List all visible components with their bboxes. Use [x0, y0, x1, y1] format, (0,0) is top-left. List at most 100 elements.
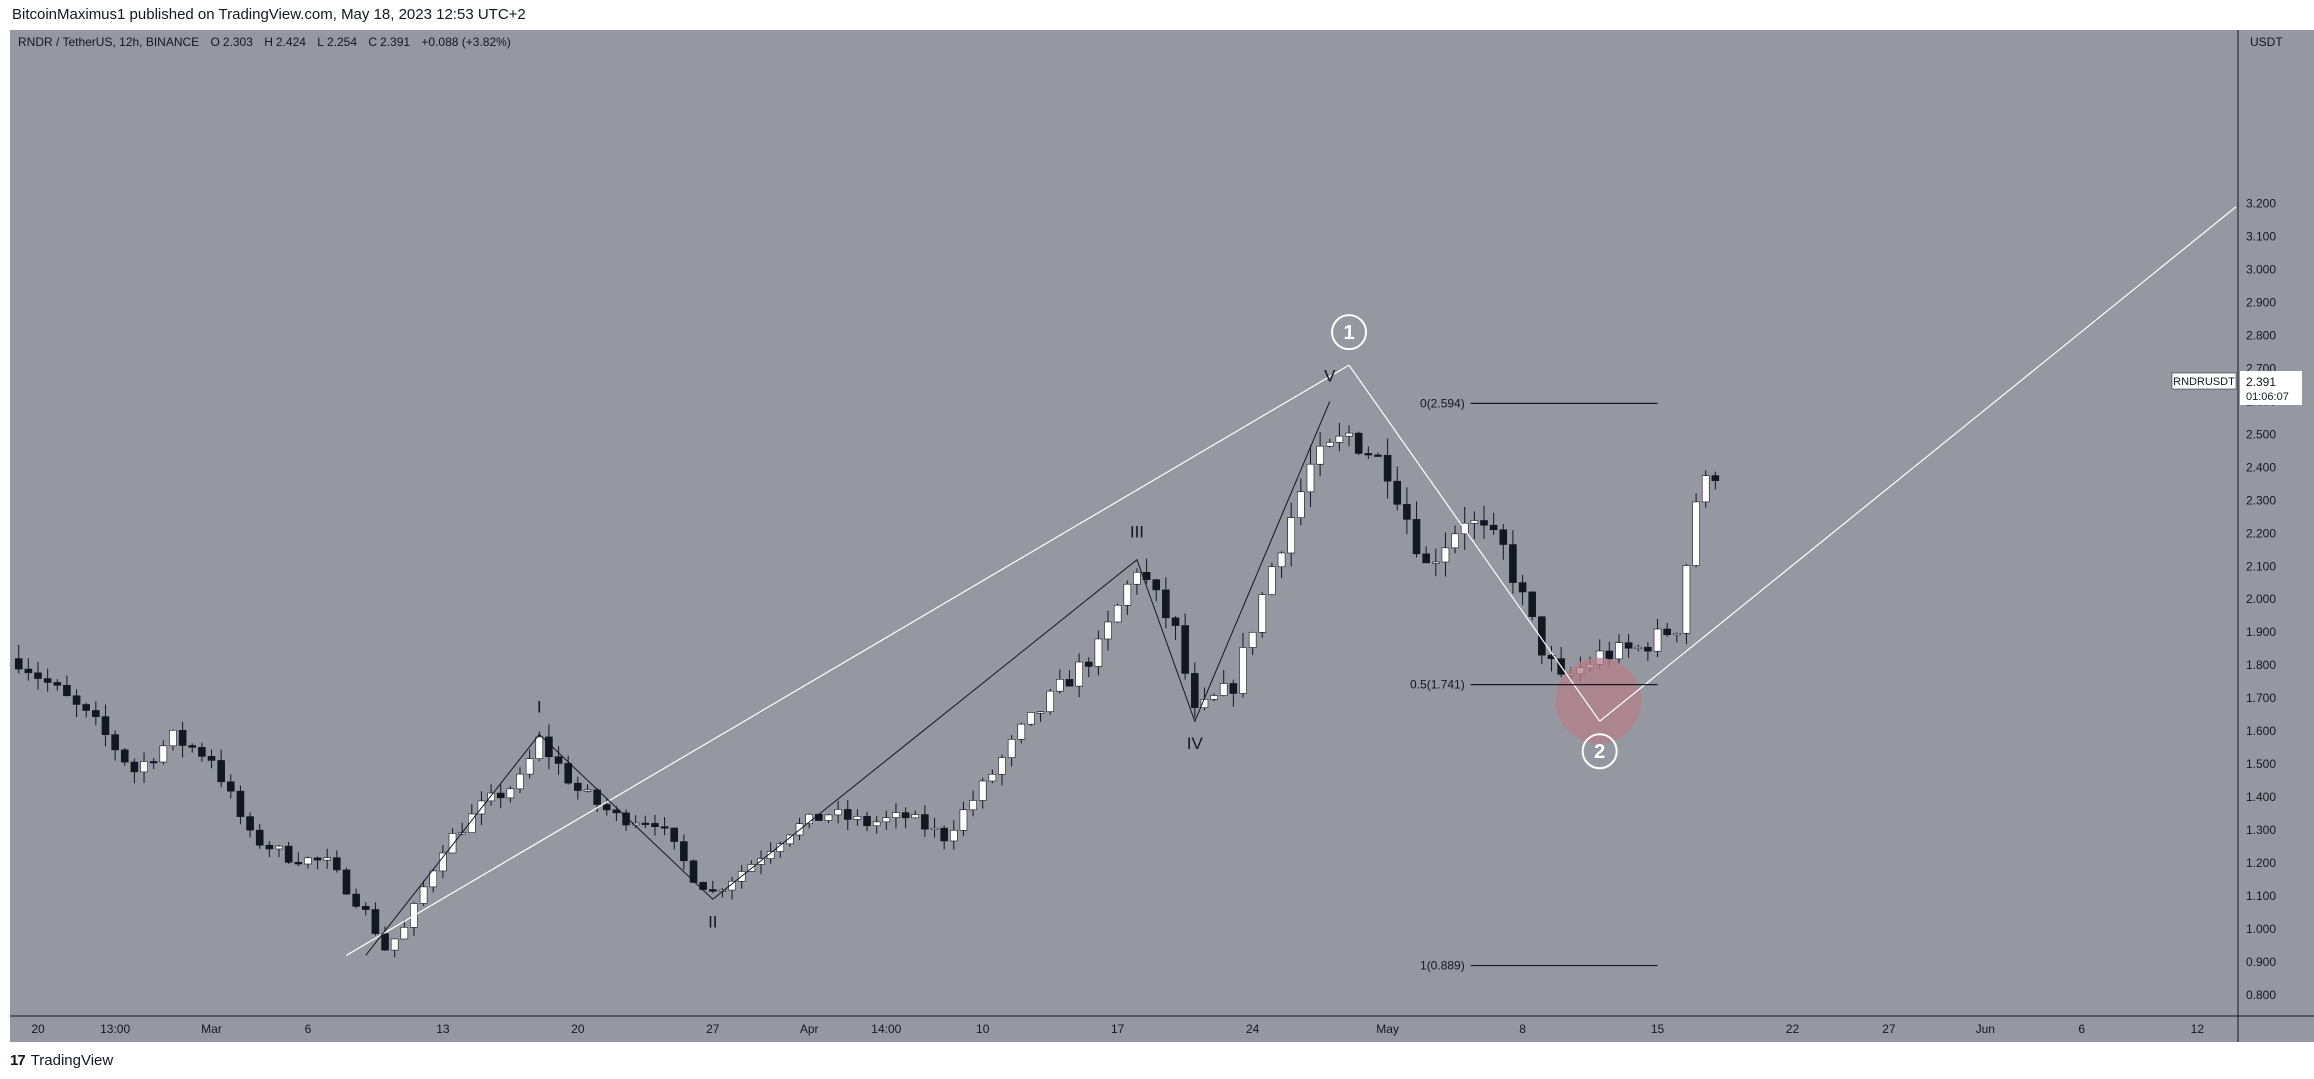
- bear-candle[interactable]: [101, 716, 110, 735]
- bear-candle[interactable]: [1489, 524, 1498, 531]
- bull-candle[interactable]: [275, 845, 283, 850]
- bear-candle[interactable]: [1422, 553, 1430, 564]
- bear-candle[interactable]: [188, 745, 197, 748]
- bull-candle[interactable]: [487, 792, 495, 802]
- bear-candle[interactable]: [602, 804, 611, 811]
- bull-candle[interactable]: [400, 927, 409, 940]
- bear-candle[interactable]: [1711, 475, 1720, 482]
- bull-candle[interactable]: [1268, 566, 1276, 595]
- bull-candle[interactable]: [998, 757, 1006, 775]
- bear-candle[interactable]: [352, 893, 360, 907]
- bull-candle[interactable]: [728, 880, 736, 891]
- bear-candle[interactable]: [14, 658, 23, 670]
- wave-3-projection-line[interactable]: [1599, 206, 2237, 722]
- bull-candle[interactable]: [1133, 572, 1141, 585]
- bull-candle[interactable]: [1007, 739, 1016, 758]
- bull-candle[interactable]: [140, 761, 148, 773]
- bear-candle[interactable]: [313, 857, 322, 861]
- bull-candle[interactable]: [429, 870, 438, 888]
- bull-candle[interactable]: [583, 789, 592, 792]
- bear-candle[interactable]: [1663, 628, 1671, 636]
- bear-candle[interactable]: [708, 889, 717, 892]
- bear-candle[interactable]: [92, 710, 100, 717]
- bear-candle[interactable]: [371, 909, 380, 934]
- bear-candle[interactable]: [130, 761, 139, 773]
- bull-candle[interactable]: [949, 829, 958, 842]
- last-price-label[interactable]: RNDRUSDT 2.391 01:06:07: [2171, 371, 2302, 405]
- bear-candle[interactable]: [1605, 650, 1614, 660]
- bear-candle[interactable]: [921, 814, 929, 830]
- bull-candle[interactable]: [525, 758, 534, 775]
- bull-candle[interactable]: [988, 773, 997, 782]
- bear-candle[interactable]: [1499, 529, 1508, 545]
- bear-candle[interactable]: [333, 857, 341, 871]
- bull-candle[interactable]: [323, 857, 332, 861]
- bull-candle[interactable]: [448, 833, 457, 854]
- bull-candle[interactable]: [1673, 632, 1681, 636]
- bull-candle[interactable]: [786, 834, 794, 845]
- bull-candle[interactable]: [1210, 695, 1218, 700]
- bear-candle[interactable]: [1412, 519, 1421, 555]
- bear-candle[interactable]: [1354, 432, 1363, 454]
- bear-candle[interactable]: [554, 756, 563, 764]
- bear-candle[interactable]: [1403, 504, 1411, 520]
- bear-candle[interactable]: [689, 860, 698, 883]
- bear-candle[interactable]: [1538, 616, 1546, 656]
- bear-candle[interactable]: [43, 678, 52, 683]
- bull-candle[interactable]: [959, 809, 968, 831]
- bear-candle[interactable]: [1383, 454, 1392, 482]
- bull-candle[interactable]: [506, 788, 515, 799]
- bull-candle[interactable]: [1094, 638, 1103, 667]
- bull-candle[interactable]: [1036, 711, 1045, 714]
- bear-candle[interactable]: [361, 906, 370, 910]
- bear-candle[interactable]: [651, 823, 659, 827]
- bear-candle[interactable]: [34, 672, 42, 679]
- bull-candle[interactable]: [1277, 552, 1286, 568]
- bull-candle[interactable]: [304, 857, 312, 865]
- bear-candle[interactable]: [641, 822, 650, 825]
- bull-candle[interactable]: [978, 780, 987, 801]
- bull-candle[interactable]: [1470, 520, 1479, 524]
- bear-candle[interactable]: [1229, 683, 1238, 694]
- bear-candle[interactable]: [255, 829, 264, 846]
- bull-candle[interactable]: [169, 729, 177, 747]
- bear-candle[interactable]: [815, 813, 823, 821]
- bear-candle[interactable]: [1364, 453, 1373, 456]
- bull-candle[interactable]: [969, 800, 977, 811]
- bull-candle[interactable]: [390, 938, 399, 951]
- bull-candle[interactable]: [1316, 445, 1324, 465]
- bear-candle[interactable]: [901, 812, 910, 819]
- bull-candle[interactable]: [824, 814, 833, 821]
- bull-candle[interactable]: [1248, 632, 1257, 648]
- bear-candle[interactable]: [1518, 582, 1527, 593]
- legend[interactable]: RNDR / TetherUS, 12h, BINANCE O 2.303 H 2.…: [18, 35, 511, 49]
- bear-candle[interactable]: [1644, 646, 1652, 652]
- bull-candle[interactable]: [872, 821, 881, 827]
- bear-candle[interactable]: [178, 729, 187, 746]
- bear-candle[interactable]: [284, 845, 293, 863]
- bear-candle[interactable]: [120, 749, 129, 763]
- bull-candle[interactable]: [757, 858, 765, 865]
- bear-candle[interactable]: [940, 827, 948, 842]
- bear-candle[interactable]: [198, 747, 206, 757]
- bear-candle[interactable]: [111, 734, 119, 751]
- bull-candle[interactable]: [1123, 583, 1132, 606]
- bull-candle[interactable]: [1615, 642, 1623, 660]
- price-axis[interactable]: [2238, 30, 2314, 1042]
- bear-candle[interactable]: [294, 862, 303, 865]
- bull-candle[interactable]: [1701, 475, 1710, 503]
- bull-candle[interactable]: [853, 816, 862, 820]
- bear-candle[interactable]: [1191, 673, 1199, 708]
- bull-candle[interactable]: [1441, 547, 1450, 563]
- bear-candle[interactable]: [24, 668, 33, 674]
- bear-candle[interactable]: [1480, 520, 1488, 526]
- bear-candle[interactable]: [1152, 579, 1161, 591]
- bull-candle[interactable]: [1653, 628, 1662, 652]
- bull-candle[interactable]: [1056, 679, 1064, 692]
- bull-candle[interactable]: [1451, 533, 1459, 549]
- bear-candle[interactable]: [207, 756, 216, 761]
- bull-candle[interactable]: [1297, 491, 1305, 518]
- bear-candle[interactable]: [680, 841, 688, 862]
- bear-candle[interactable]: [843, 809, 852, 820]
- major-wave-badge[interactable]: [1331, 314, 1368, 351]
